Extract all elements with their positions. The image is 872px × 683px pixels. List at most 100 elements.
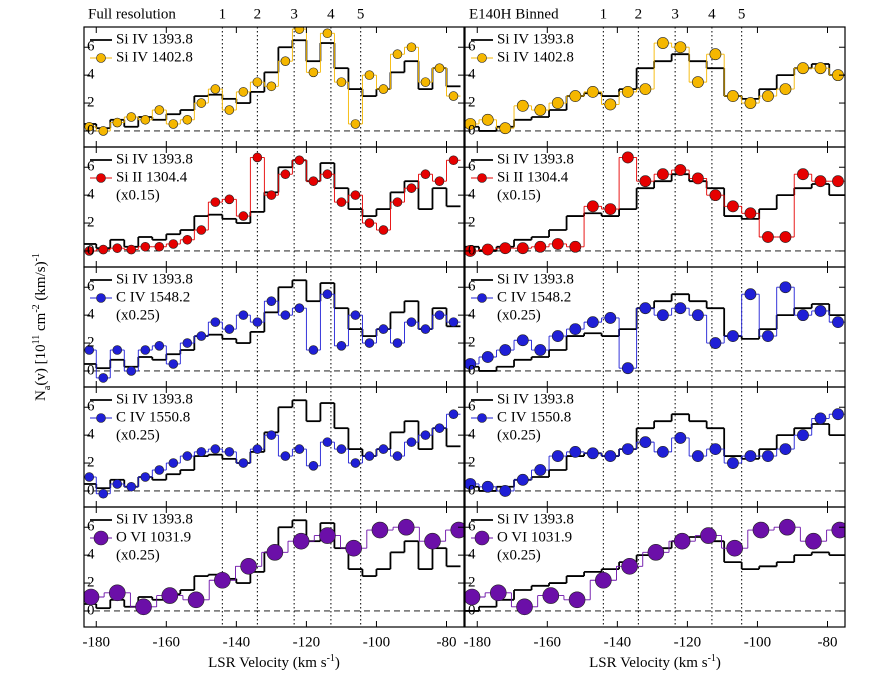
y-axis-label-part: (v) [10: [33, 344, 49, 385]
y-tick-label: 2: [468, 574, 476, 590]
legend-label: C IV 1550.8: [497, 409, 571, 425]
data-point: [797, 309, 809, 322]
y-tick-label: 4: [468, 307, 476, 323]
x-tick-label: -80: [817, 634, 837, 650]
scale-note: (x0.15): [497, 187, 541, 203]
panel: 1 2 3 4 5 Si IV 1393.8 Si IV 1402.8 0 2 4 6 E140H B…: [464, 6, 846, 148]
data-point: [797, 168, 809, 181]
legend-marker: [96, 53, 106, 63]
data-point: [350, 119, 361, 129]
y-tick-label: 6: [87, 159, 95, 175]
data-point: [196, 331, 207, 341]
data-point: [266, 190, 277, 200]
y-tick-label: 6: [468, 159, 476, 175]
data-point: [814, 62, 827, 75]
data-point: [805, 532, 822, 550]
data-point: [420, 169, 431, 179]
data-point: [112, 117, 123, 128]
legend-label: C IV 1550.8: [116, 409, 190, 425]
data-point: [406, 42, 417, 53]
y-axis-label-part: (km/s): [33, 261, 49, 304]
data-point: [797, 429, 809, 442]
legend-label: Si IV 1393.8: [497, 151, 574, 167]
y-axis-label: Na(v) [1011 cm-2 (km/s)-1: [31, 253, 53, 401]
data-point: [161, 587, 179, 604]
data-point: [762, 330, 774, 342]
data-point: [516, 99, 529, 112]
y-axis-label-part: -2: [31, 304, 42, 312]
data-point: [621, 85, 634, 98]
data-point: [280, 451, 291, 461]
data-point: [551, 330, 564, 342]
data-point: [392, 49, 403, 59]
data-point: [182, 338, 193, 348]
data-point: [586, 85, 599, 98]
data-point: [674, 302, 687, 315]
data-point: [126, 366, 137, 376]
data-point: [744, 207, 757, 220]
x-tick-label: -180: [83, 634, 111, 650]
panel-frame: [83, 506, 465, 628]
data-point: [674, 164, 687, 176]
data-point: [196, 225, 207, 235]
y-axis-label-part: 11: [31, 335, 42, 345]
legend-label: Si IV 1393.8: [116, 271, 193, 287]
data-point: [154, 241, 165, 252]
data-point: [831, 521, 845, 539]
data-point: [551, 97, 564, 109]
data-point: [238, 458, 249, 468]
y-tick-label: 6: [468, 519, 476, 535]
data-point: [252, 77, 263, 87]
x-axis-label-part: -1: [327, 653, 335, 664]
panel: Si IV 1393.8 O VI 1031.9 (x0.25) 0 2 4 6 -180 -1…: [464, 506, 846, 671]
data-point: [210, 317, 221, 327]
y-tick-label: 0: [468, 362, 476, 378]
y-tick-label: 6: [87, 279, 95, 295]
panel: Si IV 1393.8 O VI 1031.9 (x0.25) 0 2 4 6 -180 -1…: [83, 506, 465, 671]
data-point: [322, 169, 333, 179]
data-point: [84, 588, 100, 606]
y-tick-label: 4: [87, 547, 95, 563]
data-point: [182, 235, 193, 245]
data-point: [378, 84, 389, 94]
plot-area: [465, 267, 845, 387]
y-tick-label: 4: [87, 307, 95, 323]
data-point: [604, 450, 617, 462]
component-label: 5: [738, 6, 746, 22]
data-point: [308, 176, 319, 186]
data-point: [252, 317, 263, 327]
legend-label: O VI 1031.9: [497, 529, 572, 545]
data-point: [542, 587, 560, 604]
data-point: [364, 451, 375, 461]
data-point: [551, 450, 564, 462]
data-point: [238, 211, 249, 221]
legend-label: Si II 1304.4: [497, 169, 569, 185]
legend-marker: [477, 53, 487, 63]
data-point: [778, 518, 796, 536]
y-tick-label: 0: [468, 482, 476, 498]
legend-label: Si IV 1393.8: [116, 31, 193, 47]
y-tick-label: 6: [87, 39, 95, 55]
data-point: [322, 289, 333, 299]
data-point: [406, 183, 417, 193]
component-label: 4: [327, 6, 335, 22]
data-point: [674, 41, 687, 54]
data-point: [392, 338, 403, 348]
data-point: [308, 461, 319, 471]
data-point: [98, 373, 109, 383]
data-point: [656, 168, 669, 181]
plot-area: [84, 147, 464, 267]
data-point: [392, 197, 403, 207]
data-point: [168, 359, 179, 369]
data-point: [762, 90, 774, 102]
data-point: [98, 244, 109, 255]
y-tick-label: 4: [87, 427, 95, 443]
x-tick-label: -100: [744, 634, 772, 650]
y-axis-label-part: -1: [31, 253, 42, 261]
x-tick-label: -120: [293, 634, 321, 650]
data-point: [434, 310, 445, 320]
data-point: [727, 200, 739, 213]
data-point: [378, 225, 389, 235]
data-point: [656, 37, 669, 49]
